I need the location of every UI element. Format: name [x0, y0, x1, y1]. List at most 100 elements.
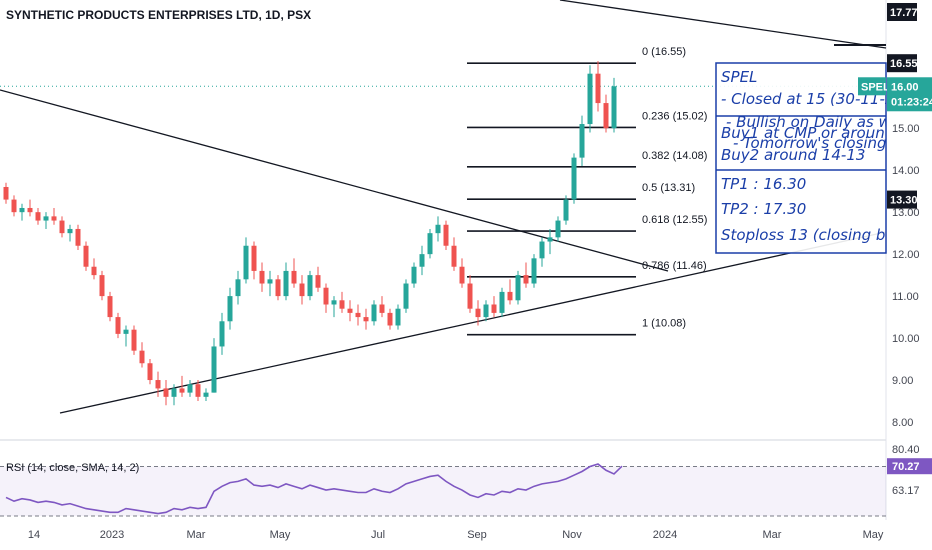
candle [91, 258, 97, 280]
fib-level-label: 0.236 (15.02) [642, 110, 707, 122]
candle [499, 287, 505, 318]
fib-level-label: 1 (10.08) [642, 318, 686, 330]
time-tick: Sep [467, 529, 487, 541]
candle [411, 262, 417, 288]
candle [587, 65, 593, 133]
annotation-line: SPEL [721, 68, 757, 86]
candle [283, 262, 289, 301]
price-tag: 17.77 [887, 3, 918, 21]
fib-level-label: 0.382 (14.08) [642, 150, 707, 162]
candle [595, 61, 601, 112]
candle [83, 241, 89, 271]
candle [563, 195, 569, 225]
annotation-line: TP1 : 16.30 [721, 175, 806, 193]
candle [243, 237, 249, 284]
bar-countdown: 01:23:24 [891, 96, 932, 108]
candle [531, 254, 537, 288]
annotation-line: Buy2 around 14-13 [721, 146, 865, 164]
price-tick: 9.00 [892, 375, 913, 387]
candle [107, 291, 113, 322]
candle [571, 153, 577, 204]
candle [251, 241, 257, 280]
rsi-line [5, 463, 623, 515]
candle [3, 182, 9, 204]
time-tick: 14 [28, 529, 40, 541]
rsi-upper-tick: 80.40 [892, 444, 920, 456]
candle [187, 380, 193, 397]
candle [507, 279, 513, 305]
candle [475, 300, 481, 326]
svg-text:70.27: 70.27 [892, 461, 920, 473]
candle [379, 296, 385, 318]
trade-annotation[interactable]: SPEL- Closed at 15 (30-11-2023)- Bullish… [715, 62, 932, 254]
price-tick: 10.00 [892, 333, 920, 345]
candle [427, 228, 433, 259]
fib-level-label: 0.786 (11.46) [642, 260, 707, 272]
candle [483, 300, 489, 322]
price-tick: 12.00 [892, 249, 920, 261]
annotation-line: - Closed at 15 (30-11-2023) [721, 90, 929, 108]
svg-text:13.30: 13.30 [890, 195, 918, 207]
time-tick: May [863, 529, 884, 541]
symbol-tag: SPEL [861, 81, 890, 93]
candle [291, 258, 297, 288]
candle [347, 300, 353, 322]
time-tick: Mar [763, 529, 782, 541]
candle [363, 308, 369, 330]
descending-trendline[interactable] [0, 89, 669, 272]
time-tick: May [270, 529, 291, 541]
candle [579, 115, 585, 167]
candle [139, 342, 145, 368]
price-tick: 14.00 [892, 165, 920, 177]
candle [443, 220, 449, 250]
candle [227, 287, 233, 330]
candle [491, 296, 497, 318]
price-tick: 15.00 [892, 123, 920, 135]
candle [371, 300, 377, 326]
candle [123, 325, 129, 347]
candle [219, 312, 225, 355]
candle [515, 270, 521, 305]
rsi-pane: 80.40 63.17 70.27 [0, 444, 932, 517]
candle [235, 270, 241, 305]
candle [99, 270, 105, 301]
candle [267, 270, 273, 297]
candle [315, 266, 321, 292]
candle [355, 304, 361, 326]
annotation-line: Stoploss 13 (closing basis) [721, 226, 920, 244]
time-tick: 2023 [100, 529, 124, 541]
candle [19, 203, 25, 221]
rsi-band [0, 466, 886, 516]
annotation-line: Buy1 at CMP or around 15 [721, 124, 918, 142]
candle [459, 258, 465, 288]
candle [163, 380, 169, 406]
candle [11, 195, 17, 217]
candle [387, 308, 393, 330]
candle [259, 262, 265, 292]
time-tick: Mar [187, 529, 206, 541]
candles [3, 61, 617, 406]
candle [43, 212, 49, 229]
candle [179, 375, 185, 397]
candle [67, 224, 73, 242]
price-tick: 8.00 [892, 417, 913, 429]
candle [115, 312, 121, 339]
candle [195, 380, 201, 402]
time-tick: Jul [371, 529, 385, 541]
price-tick: 13.00 [892, 207, 920, 219]
candle [35, 207, 41, 225]
candle [203, 388, 209, 402]
rsi-label: RSI (14, close, SMA, 14, 2) [6, 462, 139, 474]
price-tag: 13.30 [887, 190, 918, 209]
candle [451, 237, 457, 271]
candle [339, 291, 345, 313]
annotation-line: TP2 : 17.30 [721, 200, 806, 218]
upper-resistance-line[interactable] [559, 0, 887, 49]
svg-text:16.55: 16.55 [890, 58, 918, 70]
candle [395, 304, 401, 330]
candle [603, 94, 609, 133]
price-tick: 11.00 [892, 291, 919, 303]
price-tag: 16.55 [887, 54, 918, 73]
time-tick: 2024 [653, 529, 677, 541]
